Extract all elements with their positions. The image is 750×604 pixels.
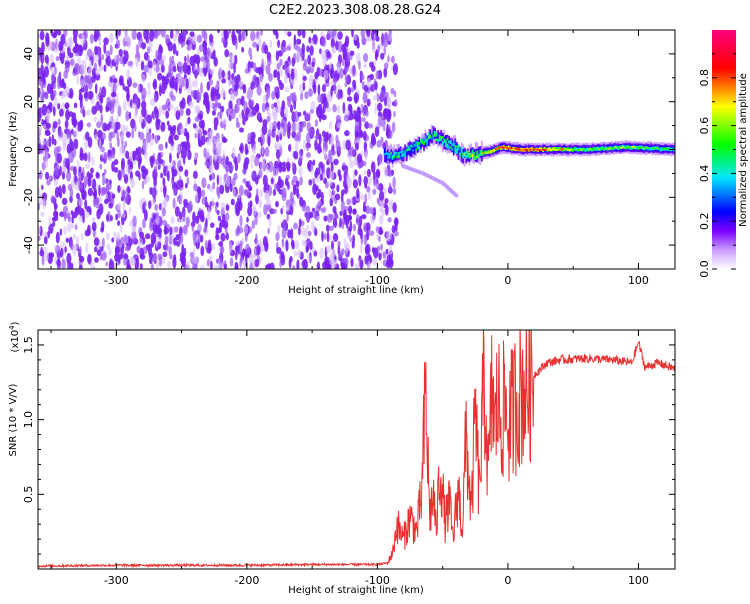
y-tick-label: 40	[22, 47, 35, 61]
colorbar-tick-label: 0.6	[698, 117, 711, 135]
snr-panel: -300 -200 -100 0 100 0.5 1.0 1.5 Height of stra…	[8, 321, 676, 596]
colorbar-label: Normalized spectral amplitude	[738, 73, 749, 227]
figure-title: C2E2.2023.308.08.28.G24	[269, 3, 441, 18]
x-tick-label: -300	[104, 274, 129, 287]
colorbar-tick-label: 0.8	[698, 69, 711, 87]
y-tick-label: 0.5	[22, 486, 35, 504]
snr-frame	[37, 329, 676, 570]
x-tick-label: -100	[365, 274, 390, 287]
snr-background	[38, 330, 675, 569]
x-tick-label: 100	[628, 574, 649, 587]
snr-series-line	[38, 330, 675, 569]
y-tick-label: 1.5	[22, 336, 35, 354]
y-tick-label: 1.0	[22, 411, 35, 429]
colorbar: 0.0 0.2 0.4 0.6 0.8 Normalized spectral ampl…	[698, 30, 749, 278]
colorbar-ticks: 0.0 0.2 0.4 0.6 0.8	[698, 53, 736, 278]
x-tick-label: 0	[504, 274, 511, 287]
y-tick-label: 20	[22, 95, 35, 109]
x-tick-label: 0	[504, 574, 511, 587]
colorbar-tick-label: 0.0	[698, 260, 711, 278]
colorbar-tick-label: 0.4	[698, 165, 711, 183]
x-tick-label: -300	[104, 574, 129, 587]
spectrogram-signal	[383, 124, 675, 198]
spectrogram-y-label: Frequency (Hz)	[8, 111, 19, 187]
x-tick-label: -200	[234, 274, 259, 287]
y-tick-label: 0	[22, 146, 35, 153]
colorbar-gradient	[712, 30, 736, 269]
snr-x-label: Height of straight line (km)	[288, 585, 424, 596]
x-tick-label: -100	[365, 574, 390, 587]
snr-y-multiplier: (x104)	[8, 321, 21, 352]
colorbar-tick-label: 0.2	[698, 212, 711, 230]
spectrogram-image	[38, 30, 675, 269]
spectrogram-x-label: Height of straight line (km)	[288, 285, 424, 296]
spectrogram-frame	[37, 29, 676, 270]
spectrogram-noise	[38, 30, 399, 269]
snr-y-label: SNR (10 * V/V)	[8, 383, 19, 456]
y-tick-label: -20	[22, 188, 35, 206]
x-tick-label: -200	[234, 574, 259, 587]
x-tick-label: 100	[628, 274, 649, 287]
y-tick-label: -40	[22, 236, 35, 254]
